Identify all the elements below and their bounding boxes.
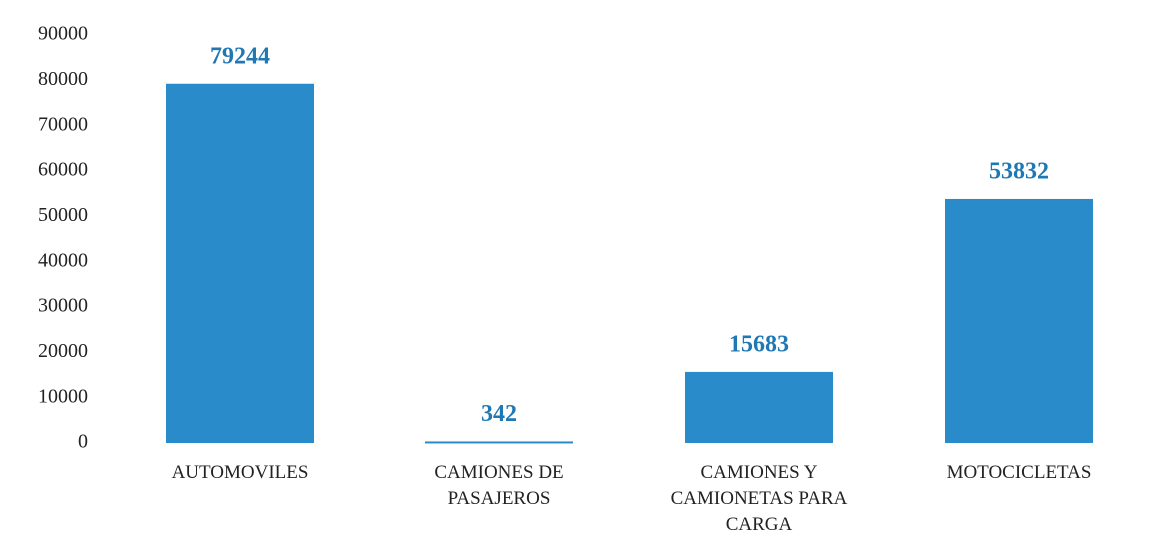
y-tick-label: 50000: [38, 204, 88, 226]
y-tick-label: 90000: [38, 23, 88, 45]
y-tick-label: 30000: [38, 295, 88, 317]
x-tick-label: AUTOMOVILES: [171, 462, 309, 483]
y-tick-label: 0: [78, 431, 88, 453]
bar: [945, 198, 1093, 443]
y-tick-label: 70000: [38, 113, 88, 135]
bar: [685, 371, 833, 443]
bar: [425, 441, 573, 444]
value-label: 15683: [729, 331, 789, 357]
y-tick-label: 20000: [38, 340, 88, 362]
x-tick-label: CAMIONES DE PASAJEROS: [434, 462, 564, 509]
x-tick-label: MOTOCICLETAS: [946, 462, 1092, 483]
x-tick-label: CAMIONES Y CAMIONETAS PARA CARGA: [670, 462, 848, 535]
bar: [166, 83, 314, 444]
y-tick-label: 10000: [38, 385, 88, 407]
y-tick-label: 40000: [38, 249, 88, 271]
y-tick-label: 60000: [38, 159, 88, 181]
y-tick-label: 80000: [38, 68, 88, 90]
value-label: 53832: [989, 158, 1049, 184]
value-label: 79244: [210, 43, 270, 69]
value-label: 342: [481, 401, 517, 427]
